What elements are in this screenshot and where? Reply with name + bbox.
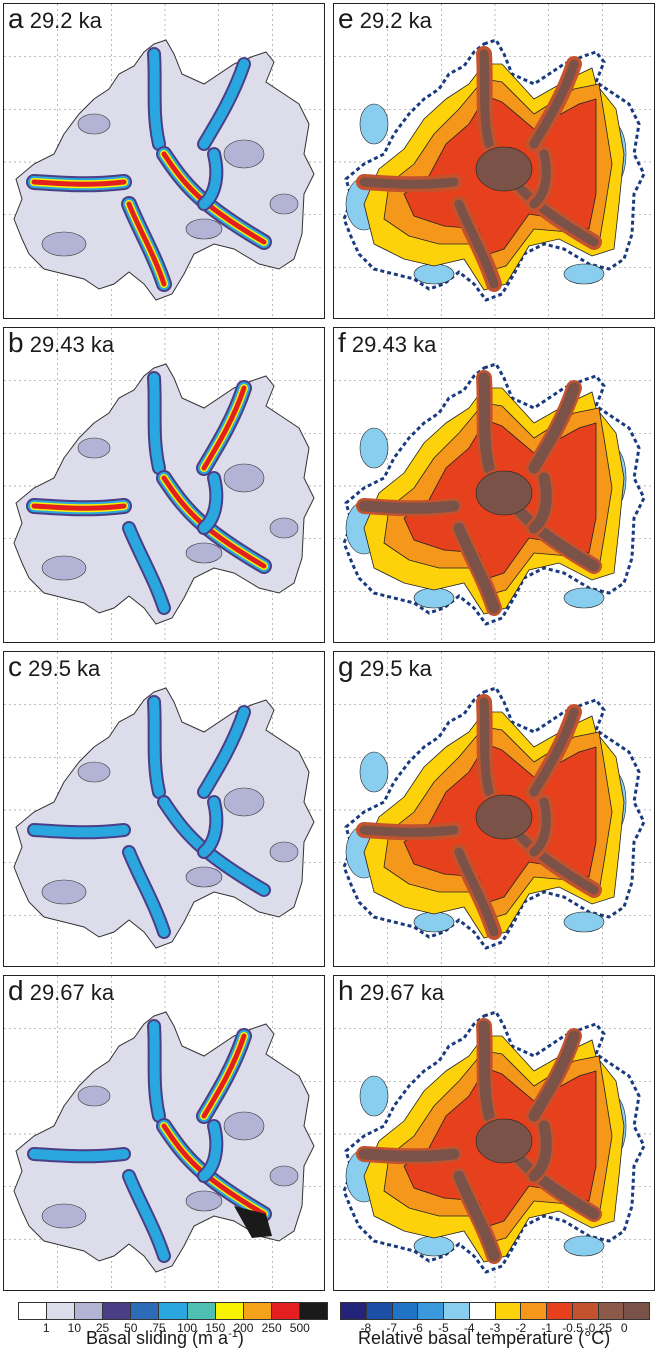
colorbar-tick-label: 100 bbox=[177, 1321, 198, 1335]
temperature-colorbar-ticks: -8 -7 -6 -5 -4 -3 -2 -1 -0.5 -0.25 0 bbox=[340, 1321, 650, 1337]
colorbar-tick-label: -5 bbox=[437, 1321, 449, 1335]
colorbar-swatch bbox=[243, 1303, 272, 1319]
panel-d-label: d 29.67 ka bbox=[8, 975, 115, 1006]
colorbar-swatch bbox=[271, 1303, 300, 1319]
colorbar-swatch bbox=[495, 1303, 522, 1319]
sliding-colorbar-title: Basal sliding (m a-1) bbox=[86, 1328, 244, 1348]
colorbar-tick-label: -7 bbox=[386, 1321, 397, 1335]
colorbar-swatch bbox=[215, 1303, 244, 1319]
panel-d: d 29.67 ka bbox=[3, 975, 325, 1291]
colorbar-swatch bbox=[47, 1303, 76, 1319]
sliding-colorbar-ticks: 1 10 25 50 75 100 150 200 250 500 bbox=[18, 1321, 328, 1337]
colorbar-tick-label: 250 bbox=[261, 1321, 282, 1335]
colorbar-tick-label: -3 bbox=[489, 1321, 501, 1335]
colorbar-tick-label: -0.25 bbox=[584, 1321, 613, 1335]
colorbar-tick-label: -1 bbox=[541, 1321, 552, 1335]
colorbar-swatch bbox=[572, 1303, 599, 1319]
panel-b: b 29.43 ka bbox=[3, 327, 325, 643]
panel-a-label: a 29.2 ka bbox=[8, 3, 102, 34]
panel-f-label: f 29.43 ka bbox=[338, 327, 437, 358]
colorbar-tick-label: 200 bbox=[233, 1321, 254, 1335]
colorbar-tick-label: -8 bbox=[360, 1321, 372, 1335]
colorbar-tick-label: -6 bbox=[412, 1321, 423, 1335]
temperature-map bbox=[334, 328, 654, 642]
colorbar-swatch bbox=[547, 1303, 573, 1319]
colorbar-swatch bbox=[366, 1303, 393, 1319]
colorbar-swatch bbox=[598, 1303, 625, 1319]
colorbar-swatch bbox=[341, 1303, 367, 1319]
temperature-map bbox=[334, 4, 654, 318]
panel-h: h 29.67 ka bbox=[333, 975, 655, 1291]
colorbar-tick-label: 10 bbox=[67, 1321, 82, 1335]
panel-g: g 29.5 ka bbox=[333, 651, 655, 967]
colorbar-swatch bbox=[187, 1303, 216, 1319]
panel-e-label: e 29.2 ka bbox=[338, 3, 432, 34]
panel-c-label: c 29.5 ka bbox=[8, 651, 101, 682]
colorbar-tick-label: 50 bbox=[124, 1321, 138, 1335]
colorbar-tick-label: 25 bbox=[95, 1321, 110, 1335]
colorbar-swatch bbox=[159, 1303, 188, 1319]
panel-h-label: h 29.67 ka bbox=[338, 975, 445, 1006]
colorbar-tick-label: -0.5 bbox=[562, 1321, 583, 1335]
panel-e: e 29.2 ka bbox=[333, 3, 655, 319]
colorbar-swatch bbox=[624, 1303, 649, 1319]
colorbar-tick-label: 0 bbox=[620, 1321, 628, 1335]
sliding-map bbox=[4, 976, 324, 1290]
colorbar-swatch bbox=[521, 1303, 547, 1319]
panel-c: c 29.5 ka bbox=[3, 651, 325, 967]
sliding-map bbox=[4, 328, 324, 642]
panel-b-label: b 29.43 ka bbox=[8, 327, 115, 358]
colorbar-tick-label: -4 bbox=[463, 1321, 475, 1335]
sliding-map bbox=[4, 652, 324, 966]
panel-a: a 29.2 ka bbox=[3, 3, 325, 319]
colorbar-tick-label: 500 bbox=[289, 1321, 310, 1335]
colorbar-swatch bbox=[418, 1303, 444, 1319]
sliding-map bbox=[4, 4, 324, 318]
colorbar-tick-label: 1 bbox=[42, 1321, 50, 1335]
colorbar-swatch bbox=[75, 1303, 104, 1319]
colorbar-tick-label: -2 bbox=[515, 1321, 527, 1335]
temperature-colorbar-title: Relative basal temperature (°C) bbox=[358, 1328, 611, 1348]
colorbar-swatch bbox=[103, 1303, 132, 1319]
colorbar-swatch bbox=[131, 1303, 160, 1319]
panel-g-label: g 29.5 ka bbox=[338, 651, 432, 682]
colorbar-swatch bbox=[392, 1303, 419, 1319]
colorbar-tick-label: 75 bbox=[152, 1321, 166, 1335]
colorbar-swatch bbox=[469, 1303, 496, 1319]
colorbar-tick-label: 150 bbox=[205, 1321, 226, 1335]
sliding-colorbar bbox=[18, 1302, 328, 1320]
panel-f: f 29.43 ka bbox=[333, 327, 655, 643]
colorbar-swatch bbox=[444, 1303, 470, 1319]
colorbar-swatch bbox=[19, 1303, 48, 1319]
colorbar-swatch bbox=[299, 1303, 328, 1319]
temperature-colorbar bbox=[340, 1302, 650, 1320]
temperature-map bbox=[334, 976, 654, 1290]
temperature-map bbox=[334, 652, 654, 966]
